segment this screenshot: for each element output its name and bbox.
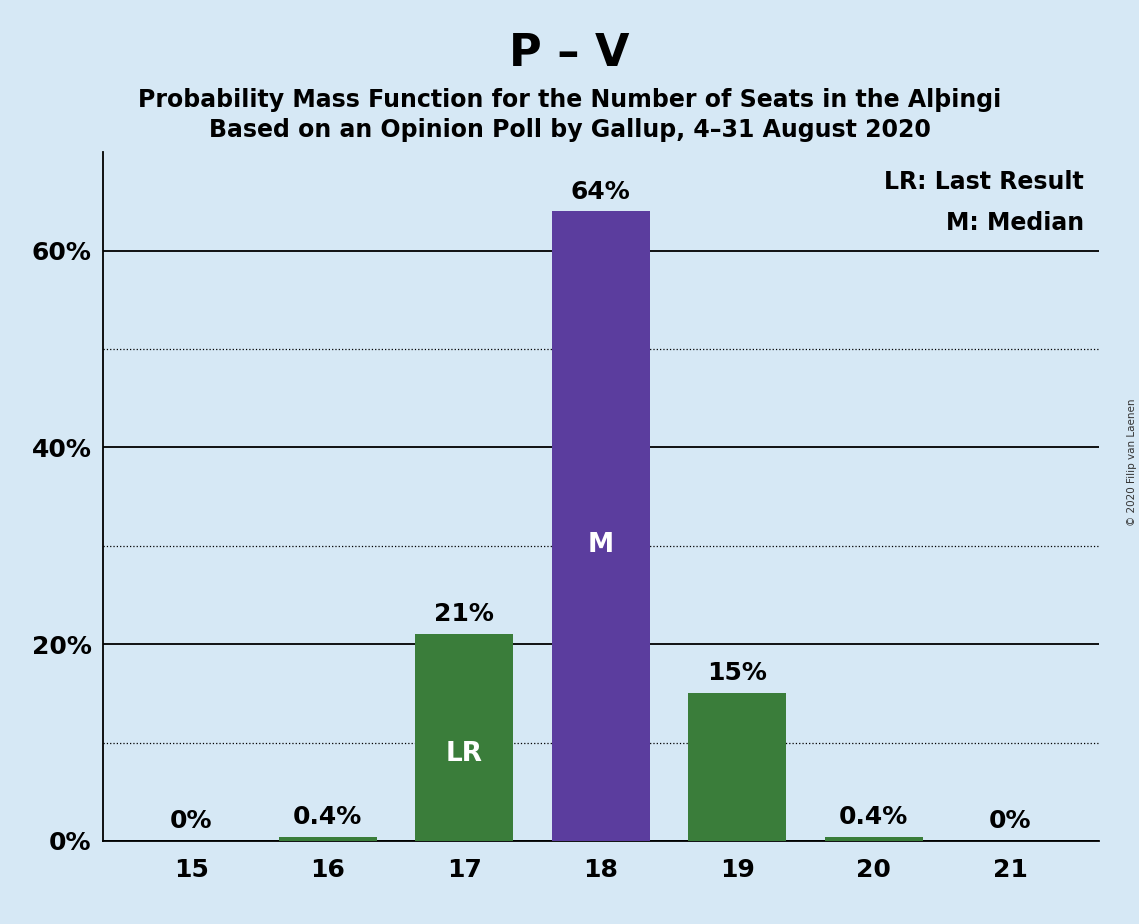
Text: M: Median: M: Median bbox=[947, 211, 1084, 235]
Text: 0.4%: 0.4% bbox=[839, 805, 909, 829]
Text: M: M bbox=[588, 532, 614, 558]
Bar bbox=[415, 634, 514, 841]
Text: Based on an Opinion Poll by Gallup, 4–31 August 2020: Based on an Opinion Poll by Gallup, 4–31… bbox=[208, 118, 931, 142]
Bar bbox=[279, 837, 377, 841]
Text: P – V: P – V bbox=[509, 32, 630, 76]
Text: 0%: 0% bbox=[170, 809, 213, 833]
Text: LR: Last Result: LR: Last Result bbox=[885, 170, 1084, 194]
Text: 21%: 21% bbox=[434, 602, 494, 626]
Text: Probability Mass Function for the Number of Seats in the Alþingi: Probability Mass Function for the Number… bbox=[138, 88, 1001, 112]
Bar bbox=[551, 212, 650, 841]
Text: © 2020 Filip van Laenen: © 2020 Filip van Laenen bbox=[1126, 398, 1137, 526]
Bar bbox=[825, 837, 923, 841]
Text: 64%: 64% bbox=[571, 179, 631, 203]
Text: 0%: 0% bbox=[989, 809, 1032, 833]
Text: 0.4%: 0.4% bbox=[293, 805, 362, 829]
Text: LR: LR bbox=[445, 741, 483, 767]
Text: 15%: 15% bbox=[707, 662, 768, 686]
Bar bbox=[688, 693, 787, 841]
